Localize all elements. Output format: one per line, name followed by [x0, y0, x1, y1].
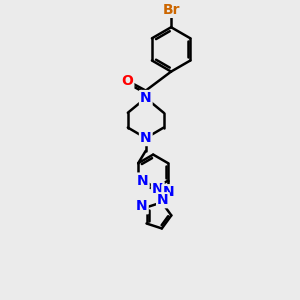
Text: N: N — [140, 91, 152, 105]
Text: Br: Br — [162, 3, 180, 17]
Text: N: N — [137, 174, 148, 188]
Text: N: N — [140, 131, 152, 145]
Text: N: N — [152, 182, 164, 196]
Text: N: N — [136, 199, 148, 213]
Text: N: N — [162, 185, 174, 199]
Text: N: N — [157, 193, 169, 207]
Text: O: O — [122, 74, 133, 88]
